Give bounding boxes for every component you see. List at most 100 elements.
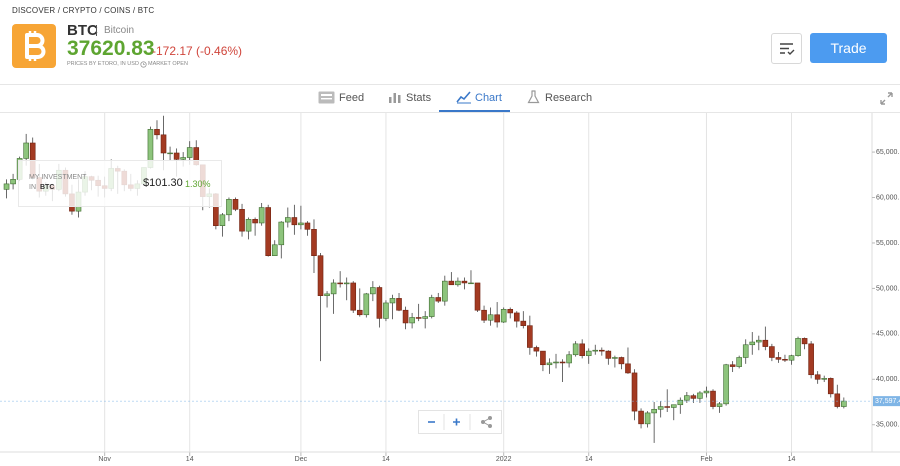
expand-icon[interactable] [880,92,893,105]
symbol: BTC [67,22,98,39]
candle-body [356,309,363,316]
candle-body [186,147,193,158]
candle-body [520,320,527,326]
candle-body [428,297,435,317]
candle-body [409,317,415,324]
candle-body [559,361,566,364]
tab[interactable]: Research [545,92,593,104]
investment-change: 1.30% [185,179,211,189]
x-tick-label: 14 [585,456,593,463]
x-tick-label: Nov [98,456,111,463]
candle-body [690,395,697,399]
trade-button[interactable]: Trade [810,33,887,63]
candle-body [487,314,494,321]
candle-body [455,280,461,286]
divider [0,112,900,113]
chart-icon [456,91,471,104]
candle-body [599,349,605,352]
x-tick-label: 14 [788,456,796,463]
tab[interactable]: Feed [339,92,365,104]
candle-body [363,293,370,316]
candle-body [285,217,291,223]
price-tag [873,396,900,407]
candle-body [324,293,330,296]
candle-body [343,282,350,285]
candle-body [167,152,173,155]
candle-body [527,325,533,348]
candle-body [311,229,317,256]
candle-body [788,355,795,361]
candle-body [500,309,507,323]
candle-body [546,362,553,366]
investment-box: MY INVESTMENT IN BTC $101.30 1.30% [18,160,222,207]
candle-body [239,209,245,232]
y-tick-label: 65,000. [876,149,899,156]
candle-body [402,309,409,324]
watchlist-button[interactable] [771,33,802,64]
candle-body [618,357,625,365]
price-tag-label: 37,597.4 [875,398,900,405]
candle-body [841,400,847,407]
x-tick-label: 2022 [496,456,512,463]
breadcrumb[interactable]: DISCOVER / CRYPTO / COINS / BTC [12,6,155,15]
candle-body [258,207,265,224]
candle-body [736,357,742,367]
candle-body [762,339,769,347]
candle-body [651,408,657,414]
tab-active[interactable]: Chart [475,92,502,104]
candle-body [572,343,579,356]
y-tick-label: 60,000. [876,194,899,201]
zoom-icons [428,414,492,430]
feed-icon [318,91,335,104]
candle-body [605,350,612,359]
zoom-controls [418,410,502,434]
candle-body [252,219,258,224]
zoom-in[interactable] [453,418,460,426]
instrument-name: Bitcoin [104,25,135,36]
candle-body [631,372,638,412]
tab[interactable]: Stats [406,92,432,104]
bitcoin-icon [25,31,46,61]
list-icon [780,43,795,55]
candle-body [265,207,271,256]
candle-body [422,316,428,319]
candlestick-chart: Nov 14 Dec 14 2022 14 Feb 14 35,000. 40,000. 45,00… [0,113,900,463]
candle-body [742,344,749,358]
candle-body [729,364,736,367]
candle-body [585,350,592,356]
candle-body [23,142,29,159]
candle-body [154,129,160,136]
candle-body [389,298,396,304]
candle-body [337,282,343,285]
y-tick-label: 45,000. [876,331,899,338]
candle-body [579,343,585,356]
candle-body [304,222,311,230]
candle-body [330,282,337,295]
y-tick-label: 35,000. [876,422,899,429]
investment-value: $101.30 [143,177,183,189]
candle-body [723,364,729,405]
candle-body [396,298,402,311]
candle-body [350,282,357,311]
candle-body [749,341,756,346]
candle-body [677,399,684,406]
candle-body [755,339,762,343]
y-tick-label: 55,000. [876,240,899,247]
tab-indicator [439,110,510,112]
candle-body [644,412,651,425]
y-tick-label: 40,000. [876,376,899,383]
candle-body [10,179,16,185]
share[interactable] [481,416,492,428]
candle-body [540,350,546,366]
candle-body [821,378,828,380]
candle-body [533,347,540,352]
candle-body [448,280,455,286]
candle-body [716,403,723,407]
candle-body [298,222,304,226]
candle-body [415,317,422,319]
y-tick-label: 50,000. [876,285,899,292]
candle-body [827,378,834,395]
candle-body [442,280,448,302]
candle-body [703,390,710,394]
